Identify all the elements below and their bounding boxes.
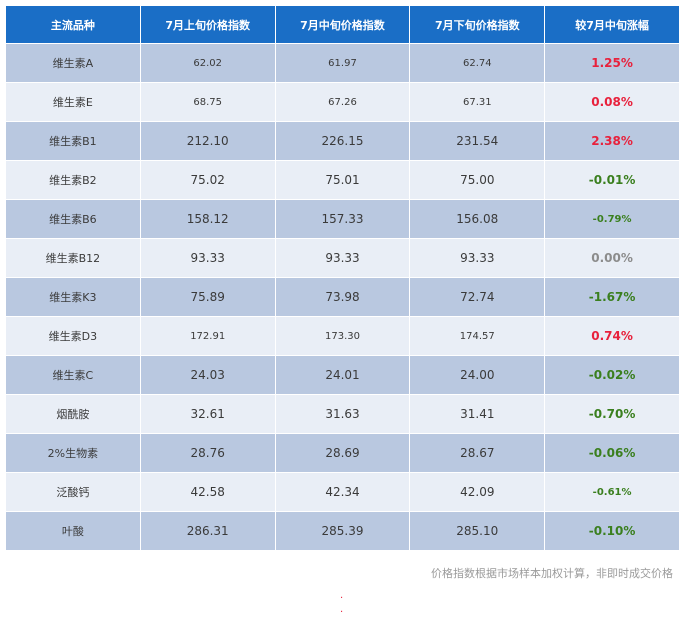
header-early-july-index: 7月上旬价格指数: [139, 5, 276, 44]
header-mid-july-index: 7月中旬价格指数: [274, 5, 411, 44]
change-cell: 0.00%: [544, 238, 680, 278]
change-cell: 0.74%: [544, 316, 680, 356]
table-row: 维生素A 62.02 61.97 62.74 1.25%: [5, 43, 680, 83]
early-july-index-cell: 32.61: [139, 394, 276, 434]
early-july-index-cell: 286.31: [139, 511, 276, 551]
late-july-index-cell: 62.74: [409, 43, 546, 83]
mid-july-index-cell: 226.15: [274, 121, 411, 161]
late-july-index-cell: 156.08: [409, 199, 546, 239]
early-july-index-cell: 75.89: [139, 277, 276, 317]
header-variety: 主流品种: [5, 5, 141, 44]
change-cell: -0.70%: [544, 394, 680, 434]
variety-cell: 烟酰胺: [5, 394, 141, 434]
early-july-index-cell: 24.03: [139, 355, 276, 395]
early-july-index-cell: 42.58: [139, 472, 276, 512]
table-header-row: 主流品种 7月上旬价格指数 7月中旬价格指数 7月下旬价格指数 较7月中旬涨幅: [5, 5, 680, 44]
mid-july-index-cell: 93.33: [274, 238, 411, 278]
variety-cell: 泛酸钙: [5, 472, 141, 512]
table-row: 维生素E 68.75 67.26 67.31 0.08%: [5, 82, 680, 122]
early-july-index-cell: 75.02: [139, 160, 276, 200]
late-july-index-cell: 174.57: [409, 316, 546, 356]
table-row: 维生素K3 75.89 73.98 72.74 -1.67%: [5, 277, 680, 317]
variety-cell: 维生素B1: [5, 121, 141, 161]
early-july-index-cell: 68.75: [139, 82, 276, 122]
decorative-dot: ·: [340, 593, 344, 604]
variety-cell: 维生素D3: [5, 316, 141, 356]
late-july-index-cell: 28.67: [409, 433, 546, 473]
mid-july-index-cell: 67.26: [274, 82, 411, 122]
change-cell: -0.06%: [544, 433, 680, 473]
table-row: 维生素C 24.03 24.01 24.00 -0.02%: [5, 355, 680, 395]
table-row: 烟酰胺 32.61 31.63 31.41 -0.70%: [5, 394, 680, 434]
change-cell: 1.25%: [544, 43, 680, 83]
mid-july-index-cell: 31.63: [274, 394, 411, 434]
variety-cell: 维生素E: [5, 82, 141, 122]
late-july-index-cell: 93.33: [409, 238, 546, 278]
late-july-index-cell: 42.09: [409, 472, 546, 512]
variety-cell: 维生素B2: [5, 160, 141, 200]
mid-july-index-cell: 285.39: [274, 511, 411, 551]
table-row: 叶酸 286.31 285.39 285.10 -0.10%: [5, 511, 680, 551]
variety-cell: 2%生物素: [5, 433, 141, 473]
vitamin-price-index-table: 主流品种 7月上旬价格指数 7月中旬价格指数 7月下旬价格指数 较7月中旬涨幅 …: [5, 5, 680, 551]
change-cell: -0.61%: [544, 472, 680, 512]
late-july-index-cell: 75.00: [409, 160, 546, 200]
change-cell: -0.10%: [544, 511, 680, 551]
mid-july-index-cell: 28.69: [274, 433, 411, 473]
early-july-index-cell: 158.12: [139, 199, 276, 239]
change-cell: -0.79%: [544, 199, 680, 239]
late-july-index-cell: 24.00: [409, 355, 546, 395]
table-row: 维生素B1 212.10 226.15 231.54 2.38%: [5, 121, 680, 161]
change-cell: -1.67%: [544, 277, 680, 317]
mid-july-index-cell: 157.33: [274, 199, 411, 239]
early-july-index-cell: 62.02: [139, 43, 276, 83]
late-july-index-cell: 72.74: [409, 277, 546, 317]
late-july-index-cell: 285.10: [409, 511, 546, 551]
mid-july-index-cell: 73.98: [274, 277, 411, 317]
variety-cell: 维生素K3: [5, 277, 141, 317]
mid-july-index-cell: 173.30: [274, 316, 411, 356]
decorative-dot: ·: [340, 607, 344, 618]
variety-cell: 维生素C: [5, 355, 141, 395]
table-row: 泛酸钙 42.58 42.34 42.09 -0.61%: [5, 472, 680, 512]
early-july-index-cell: 28.76: [139, 433, 276, 473]
change-cell: -0.02%: [544, 355, 680, 395]
late-july-index-cell: 31.41: [409, 394, 546, 434]
change-cell: 2.38%: [544, 121, 680, 161]
early-july-index-cell: 212.10: [139, 121, 276, 161]
change-cell: -0.01%: [544, 160, 680, 200]
mid-july-index-cell: 42.34: [274, 472, 411, 512]
late-july-index-cell: 231.54: [409, 121, 546, 161]
variety-cell: 维生素B6: [5, 199, 141, 239]
mid-july-index-cell: 61.97: [274, 43, 411, 83]
table-row: 维生素D3 172.91 173.30 174.57 0.74%: [5, 316, 680, 356]
header-late-july-index: 7月下旬价格指数: [409, 5, 546, 44]
table-row: 维生素B6 158.12 157.33 156.08 -0.79%: [5, 199, 680, 239]
change-cell: 0.08%: [544, 82, 680, 122]
variety-cell: 维生素B12: [5, 238, 141, 278]
table-row: 维生素B12 93.33 93.33 93.33 0.00%: [5, 238, 680, 278]
table-row: 2%生物素 28.76 28.69 28.67 -0.06%: [5, 433, 680, 473]
late-july-index-cell: 67.31: [409, 82, 546, 122]
variety-cell: 维生素A: [5, 43, 141, 83]
early-july-index-cell: 93.33: [139, 238, 276, 278]
early-july-index-cell: 172.91: [139, 316, 276, 356]
variety-cell: 叶酸: [5, 511, 141, 551]
footnote: 价格指数根据市场样本加权计算，非即时成交价格: [431, 567, 673, 580]
table-row: 维生素B2 75.02 75.01 75.00 -0.01%: [5, 160, 680, 200]
mid-july-index-cell: 75.01: [274, 160, 411, 200]
mid-july-index-cell: 24.01: [274, 355, 411, 395]
header-change-vs-mid-july: 较7月中旬涨幅: [544, 5, 680, 44]
